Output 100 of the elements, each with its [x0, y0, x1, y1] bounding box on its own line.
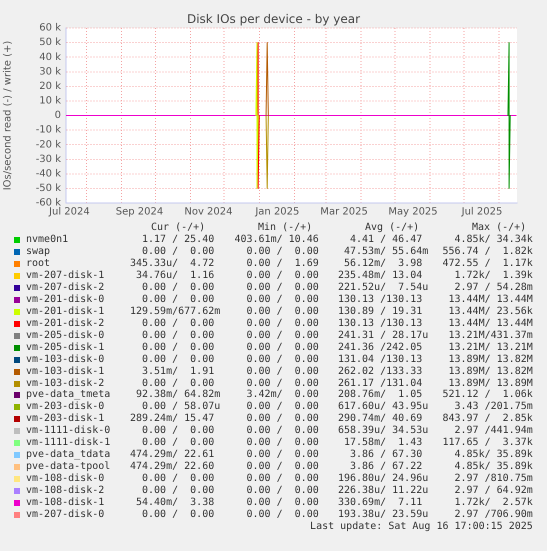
legend-label: vm-201-disk-0: [26, 294, 104, 306]
text: 241.31 / 28.17u: [338, 330, 428, 342]
text: 3.51m/ 1.91: [142, 366, 214, 378]
text: 0.00 / 0.00: [246, 437, 319, 450]
text: 330.69m/ 7.11: [338, 497, 422, 510]
text: 13.89M/ 13.82M: [448, 354, 533, 366]
text: 226.38u/ 11.22u: [338, 485, 428, 498]
text: 131.04 /130.13: [338, 354, 422, 366]
text: 4.85k/ 35.89k: [454, 461, 533, 474]
y-tick-label: 0: [54, 110, 61, 122]
text: 556.74 / 1.82k: [442, 246, 533, 258]
legend-label: vm-201-disk-1: [26, 306, 104, 318]
text: 13.44M/ 13.44M: [448, 294, 533, 306]
text: 0.00 / 0.00: [246, 401, 319, 414]
x-tick-label: May 2025: [388, 206, 438, 218]
text: 3.42m/ 0.00: [246, 389, 319, 402]
x-tick-label: Jul 2025: [460, 206, 502, 218]
text: Cur (-/+): [151, 222, 206, 234]
text: 0.00 / 0.00: [246, 246, 319, 258]
text: 3.86 / 67.30: [350, 449, 422, 462]
text: 0.00 / 0.00: [246, 270, 319, 282]
text: Last update: Sat Aug 16 17:00:15 2025: [310, 520, 533, 533]
text: 658.39u/ 34.53u: [338, 425, 428, 438]
y-tick-label: 60 k: [39, 22, 62, 34]
text: 521.12 / 1.06k: [442, 389, 533, 402]
legend-label: nvme0n1: [26, 234, 68, 246]
legend-label: pve-data-tpool: [26, 461, 110, 473]
text: 843.97 / 2.85k: [442, 413, 533, 426]
text: 0.00 / 0.00: [246, 509, 319, 522]
text: 130.89 / 19.31: [338, 306, 422, 318]
y-tick-label: 50 k: [39, 37, 62, 48]
y-tick-label: 30 k: [39, 66, 62, 78]
text: 617.60u/ 43.95u: [338, 401, 428, 414]
text: 0.00 / 0.00: [142, 485, 214, 498]
legend-label: vm-108-disk-1: [26, 497, 104, 509]
text: 1.17 / 25.40: [142, 234, 214, 246]
text: 289.24m/ 15.47: [130, 413, 214, 426]
text: 262.02 /133.33: [338, 366, 422, 378]
text: 0.00 / 0.00: [246, 473, 319, 486]
x-tick-label: Sep 2024: [116, 206, 164, 218]
text: 474.29m/ 22.61: [130, 449, 214, 462]
text: 4.85k/ 34.34k: [454, 234, 533, 246]
text: 2.97 /441.94m: [454, 425, 533, 437]
legend-label: vm-205-disk-1: [26, 342, 104, 354]
text: Avg (-/+): [365, 222, 420, 234]
text: 0.00 / 0.00: [246, 378, 319, 390]
legend-label: vm-207-disk-1: [26, 270, 104, 282]
text: 130.13 /130.13: [338, 294, 422, 306]
text: 0.00 / 0.00: [246, 330, 319, 342]
legend-label: vm-203-disk-0: [26, 401, 104, 413]
text: 13.44M/ 23.56k: [448, 306, 533, 318]
text: 3.86 / 67.22: [350, 461, 422, 474]
text: 130.13 /130.13: [338, 318, 422, 330]
legend-label: vm-1111-disk-0: [26, 425, 110, 437]
text: 13.44M/ 13.44M: [448, 318, 533, 330]
text: 0.00 / 0.00: [246, 413, 319, 426]
text: Max (-/+): [472, 222, 526, 234]
legend-label: swap: [26, 246, 50, 258]
legend-label: vm-108-disk-2: [26, 485, 104, 497]
text: 0.00 / 0.00: [246, 306, 319, 318]
legend-label: vm-1111-disk-1: [26, 437, 110, 449]
text: 208.76m/ 1.05: [338, 389, 422, 402]
text: 472.55 / 1.17k: [442, 258, 533, 270]
text: 0.00 / 0.00: [246, 318, 319, 330]
text: 0.00 / 0.00: [246, 354, 319, 366]
text: 0.00 / 0.00: [246, 449, 319, 462]
legend-label: vm-103-disk-1: [26, 366, 104, 378]
text: 235.48m/ 13.04: [338, 270, 422, 282]
text: 403.61m/ 10.46: [234, 234, 319, 246]
x-tick-label: Nov 2024: [184, 206, 232, 218]
y-tick-label: -30 k: [36, 154, 62, 165]
text: 290.74m/ 40.69: [338, 413, 422, 426]
y-axis-title: IOs/second read (-) / write (+): [2, 40, 14, 190]
text: 117.65 / 3.37k: [442, 437, 533, 449]
text: 0.00 / 0.00: [142, 294, 214, 306]
y-tick-label: -10 k: [36, 124, 62, 136]
text: 0.00 / 0.00: [142, 473, 214, 486]
legend-label: vm-207-disk-0: [26, 509, 104, 522]
x-tick-label: Jul 2024: [48, 206, 90, 218]
text: 0.00 / 0.00: [246, 425, 319, 438]
legend-label: vm-201-disk-2: [26, 318, 104, 330]
text: 34.76u/ 1.16: [136, 270, 214, 282]
text: 0.00 / 0.00: [142, 425, 214, 438]
legend-label: vm-103-disk-0: [26, 354, 104, 366]
legend-label: vm-108-disk-0: [26, 473, 104, 485]
y-tick-label: -20 k: [36, 139, 62, 150]
y-tick-label: 40 k: [39, 52, 62, 63]
text: 0.00 / 0.00: [246, 282, 319, 294]
legend-label: vm-207-disk-2: [26, 282, 104, 294]
text: 0.00 / 0.00: [142, 378, 214, 390]
text: 2.97 /706.90m: [454, 509, 533, 522]
y-tick-label: 20 k: [39, 80, 62, 92]
text: 0.00 / 0.00: [246, 485, 319, 498]
text: 47.53m/ 55.64m: [344, 246, 428, 258]
text: 0.00 / 0.00: [142, 330, 214, 342]
text: 2.97 / 54.28m: [454, 282, 533, 294]
legend-label: vm-203-disk-1: [26, 413, 104, 425]
legend-label: vm-205-disk-0: [26, 330, 104, 342]
text: 0.00 / 0.00: [246, 497, 319, 510]
text: 0.00 / 0.00: [246, 294, 319, 306]
